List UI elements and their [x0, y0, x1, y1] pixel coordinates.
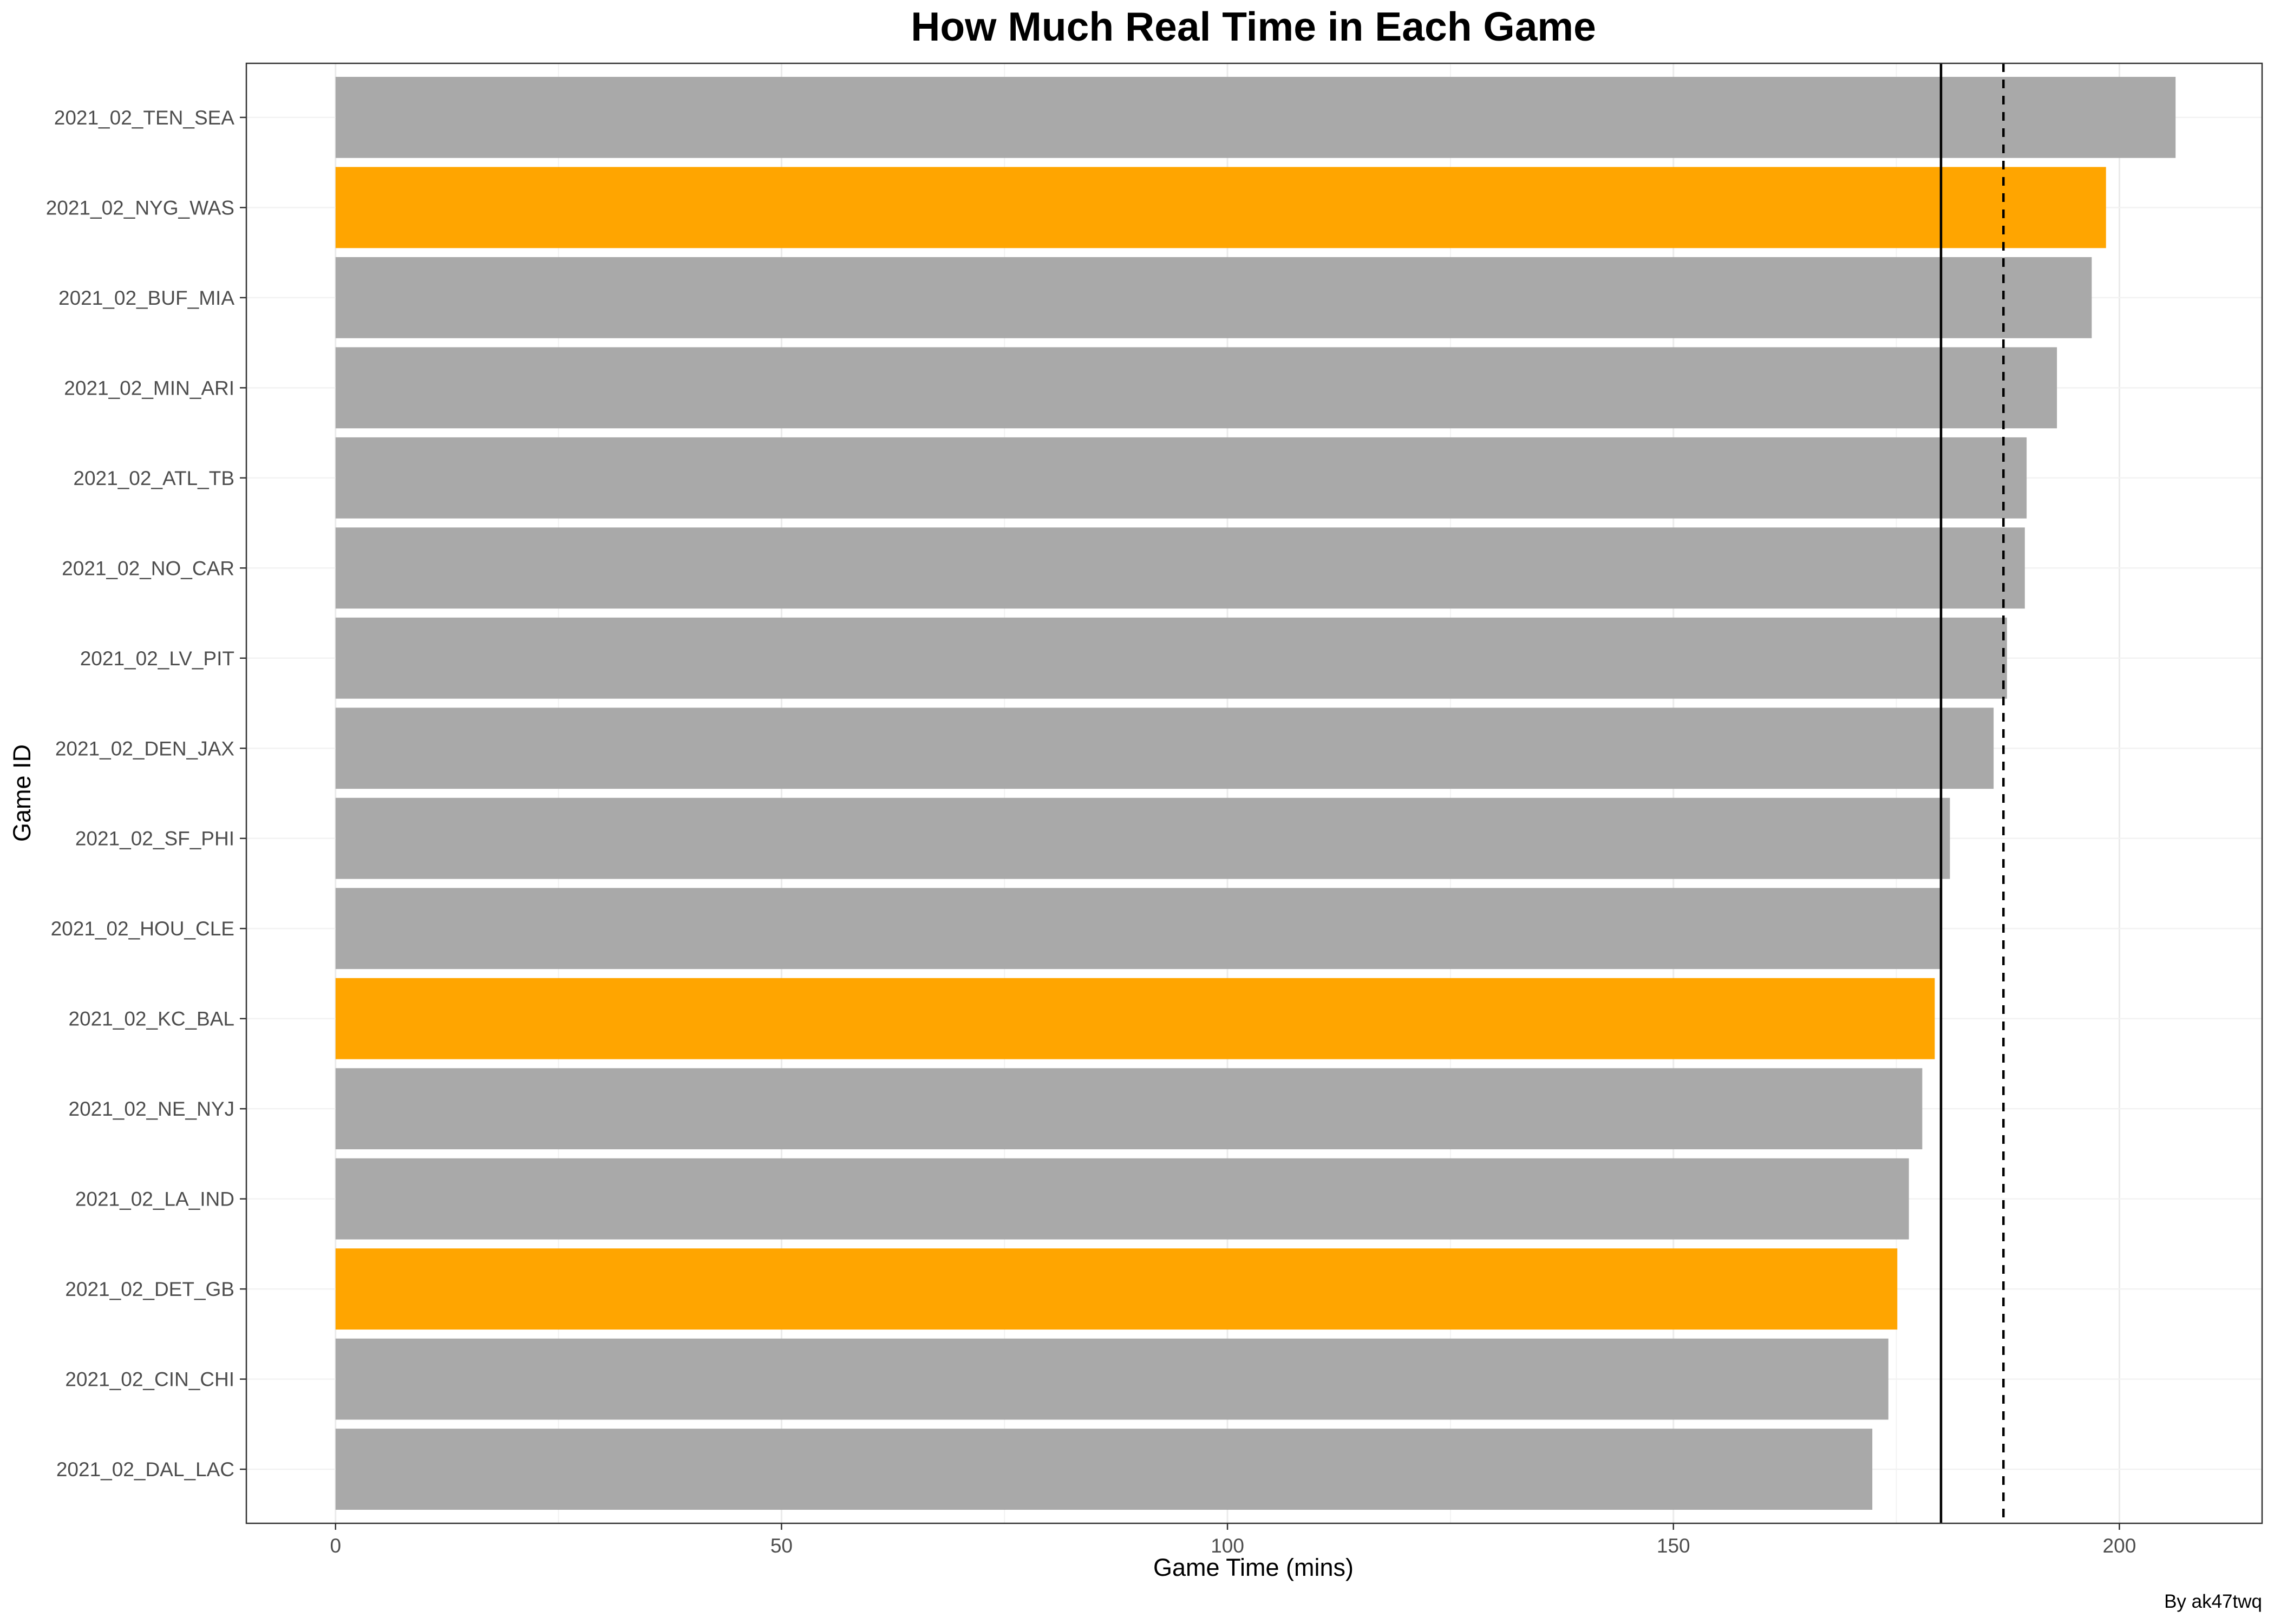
bar-2021-02-den-jax	[335, 708, 1994, 789]
y-tick-label: 2021_02_CIN_CHI	[65, 1368, 234, 1391]
bar-2021-02-la-ind	[335, 1158, 1909, 1240]
y-tick-label: 2021_02_LA_IND	[75, 1188, 234, 1210]
panel-border	[245, 62, 2263, 1524]
x-axis-title: Game Time (mins)	[1153, 1554, 1354, 1581]
y-tick-label: 2021_02_KC_BAL	[68, 1008, 234, 1030]
y-tick-label: 2021_02_HOU_CLE	[51, 918, 234, 940]
bar-2021-02-kc-bal	[335, 978, 1935, 1059]
chart-title: How Much Real Time in Each Game	[911, 4, 1596, 49]
bar-2021-02-cin-chi	[335, 1338, 1889, 1420]
bar-2021-02-buf-mia	[335, 257, 2092, 338]
x-tick-label: 0	[330, 1535, 341, 1557]
y-tick-label: 2021_02_NO_CAR	[62, 557, 234, 579]
y-tick-label: 2021_02_MIN_ARI	[64, 377, 234, 399]
y-tick-label: 2021_02_SF_PHI	[75, 828, 234, 850]
x-tick-label: 100	[1211, 1535, 1244, 1557]
reference-lines	[1939, 63, 2005, 1523]
bar-2021-02-det-gb	[335, 1248, 1898, 1330]
y-tick-label: 2021_02_ATL_TB	[73, 467, 234, 489]
x-tick-label: 150	[1657, 1535, 1690, 1557]
x-axis: 0 50 100 150 200	[330, 1523, 2136, 1557]
bar-2021-02-lv-pit	[335, 617, 2007, 699]
bar-2021-02-sf-phi	[335, 797, 1950, 879]
y-tick-label: 2021_02_DAL_LAC	[56, 1458, 234, 1481]
y-tick-label: 2021_02_NE_NYJ	[69, 1098, 235, 1120]
bar-2021-02-ne-nyj	[335, 1068, 1923, 1150]
y-tick-label: 2021_02_DEN_JAX	[55, 737, 234, 759]
y-axis-title: Game ID	[8, 744, 36, 842]
y-tick-label: 2021_02_BUF_MIA	[58, 287, 234, 309]
bar-2021-02-ten-sea	[335, 76, 2176, 158]
y-axis: 2021_02_TEN_SEA 2021_02_NYG_WAS 2021_02_BU…	[46, 107, 246, 1481]
y-tick-label: 2021_02_TEN_SEA	[54, 107, 235, 129]
y-tick-label: 2021_02_DET_GB	[65, 1278, 234, 1300]
bars	[335, 76, 2176, 1510]
bar-2021-02-no-car	[335, 527, 2025, 609]
bar-2021-02-hou-cle	[335, 888, 1941, 970]
bar-2021-02-nyg-was	[335, 167, 2106, 248]
x-tick-label: 200	[2103, 1535, 2136, 1557]
bar-2021-02-dal-lac	[335, 1429, 1873, 1510]
y-tick-label: 2021_02_NYG_WAS	[46, 197, 234, 219]
chart-caption: By ak47twq	[2164, 1591, 2262, 1612]
bar-2021-02-min-ari	[335, 347, 2057, 429]
x-tick-label: 50	[770, 1535, 793, 1557]
bar-2021-02-atl-tb	[335, 437, 2027, 519]
y-tick-label: 2021_02_LV_PIT	[80, 647, 234, 670]
